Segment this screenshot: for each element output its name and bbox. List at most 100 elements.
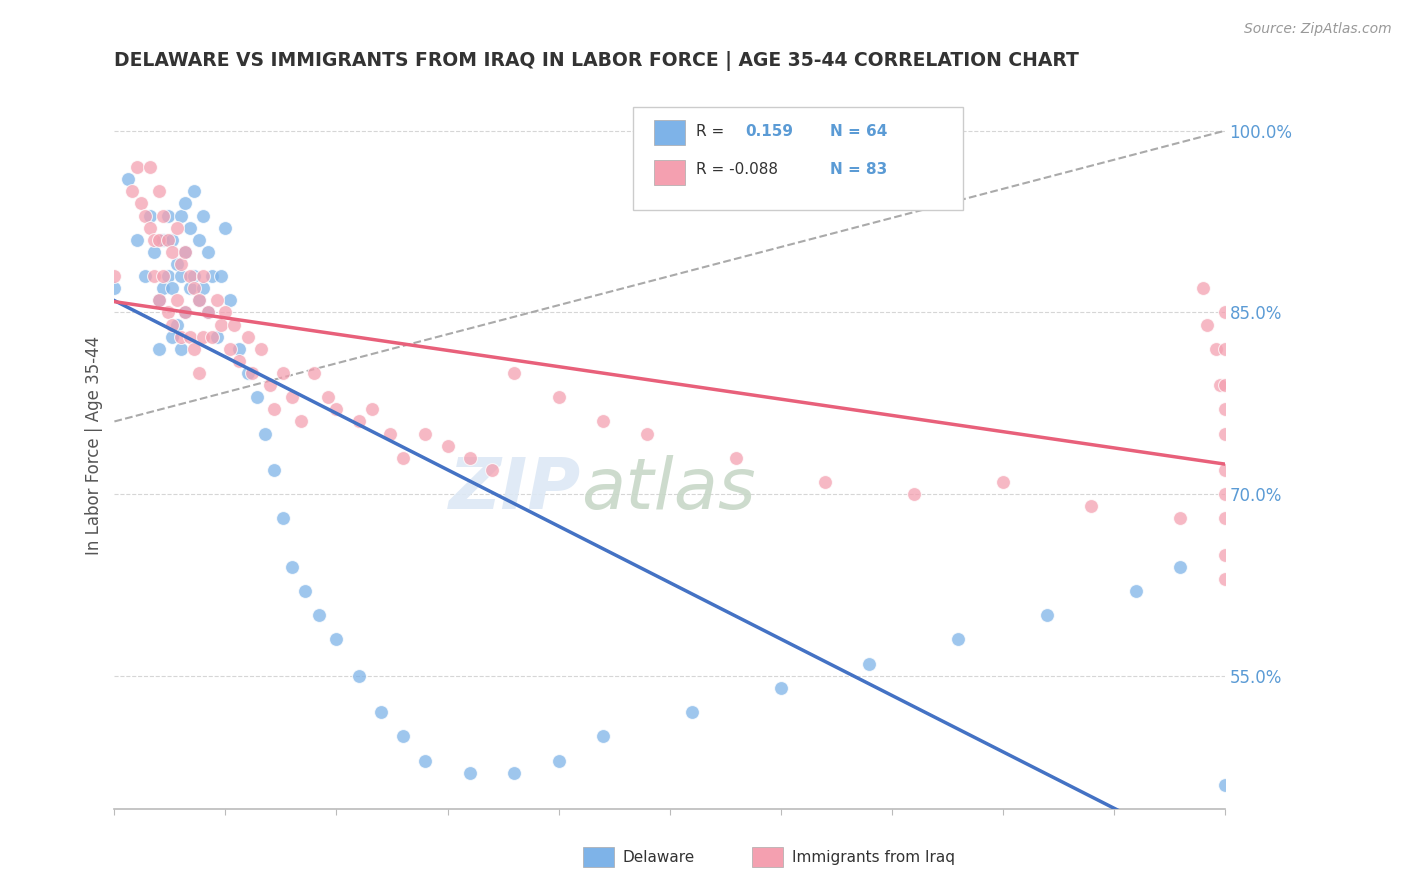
Point [148, 342, 170, 356]
Point [271, 366, 294, 380]
Point [179, 220, 201, 235]
Point [592, 414, 614, 428]
Point [166, 318, 188, 332]
Point [143, 244, 166, 259]
Point [224, 318, 246, 332]
Point [413, 754, 436, 768]
Point [209, 269, 232, 284]
Point [228, 354, 250, 368]
Point [117, 172, 139, 186]
Point [254, 426, 277, 441]
Point [197, 305, 219, 319]
Point [183, 269, 205, 284]
Point [1213, 378, 1236, 392]
Point [139, 220, 162, 235]
Point [1205, 342, 1227, 356]
Point [1080, 500, 1102, 514]
Point [378, 426, 401, 441]
Point [281, 559, 304, 574]
Point [1213, 463, 1236, 477]
Point [1213, 305, 1236, 319]
Point [209, 318, 232, 332]
Point [201, 329, 224, 343]
Point [1168, 511, 1191, 525]
Point [125, 233, 148, 247]
Point [174, 244, 197, 259]
Point [948, 632, 970, 647]
Point [134, 269, 156, 284]
Point [503, 765, 526, 780]
Text: Source: ZipAtlas.com: Source: ZipAtlas.com [1244, 22, 1392, 37]
Point [1125, 584, 1147, 599]
Point [148, 233, 170, 247]
Point [347, 669, 370, 683]
Point [245, 390, 267, 404]
Point [304, 366, 326, 380]
Point [152, 233, 174, 247]
Point [214, 220, 236, 235]
Point [166, 220, 188, 235]
Point [1213, 548, 1236, 562]
Point [156, 233, 179, 247]
Point [1213, 572, 1236, 586]
Point [148, 293, 170, 308]
Point [236, 366, 259, 380]
Point [129, 196, 152, 211]
Point [156, 269, 179, 284]
Point [187, 366, 209, 380]
Point [179, 269, 201, 284]
Point [370, 705, 392, 719]
Point [156, 209, 179, 223]
Point [1213, 342, 1236, 356]
Y-axis label: In Labor Force | Age 35-44: In Labor Force | Age 35-44 [86, 336, 103, 555]
Point [1209, 378, 1232, 392]
Point [1195, 318, 1218, 332]
Point [263, 402, 285, 417]
Text: Immigrants from Iraq: Immigrants from Iraq [792, 850, 955, 864]
Point [250, 342, 273, 356]
Point [134, 209, 156, 223]
Point [179, 329, 201, 343]
Point [193, 209, 215, 223]
Text: Delaware: Delaware [623, 850, 695, 864]
Point [121, 185, 143, 199]
Point [481, 463, 503, 477]
Point [143, 233, 166, 247]
Point [160, 329, 183, 343]
Point [681, 705, 703, 719]
Point [1213, 511, 1236, 525]
Point [240, 366, 263, 380]
Point [1213, 426, 1236, 441]
Point [503, 366, 526, 380]
Point [174, 305, 197, 319]
Text: atlas: atlas [581, 455, 755, 524]
Point [392, 450, 415, 465]
Point [160, 244, 183, 259]
Point [271, 511, 294, 525]
Point [725, 450, 748, 465]
Point [1213, 778, 1236, 792]
Text: R = -0.088: R = -0.088 [696, 162, 778, 177]
Point [148, 293, 170, 308]
Point [361, 402, 384, 417]
Point [139, 160, 162, 174]
Point [125, 160, 148, 174]
Point [174, 244, 197, 259]
Point [148, 185, 170, 199]
Point [316, 390, 339, 404]
Point [214, 305, 236, 319]
Point [547, 390, 569, 404]
Point [592, 729, 614, 743]
Point [1191, 281, 1213, 295]
Point [547, 754, 569, 768]
Point [103, 269, 125, 284]
Point [166, 257, 188, 271]
Point [156, 305, 179, 319]
Point [187, 293, 209, 308]
Point [193, 329, 215, 343]
Point [347, 414, 370, 428]
Point [170, 269, 193, 284]
Point [294, 584, 316, 599]
Point [183, 342, 205, 356]
Point [325, 402, 347, 417]
